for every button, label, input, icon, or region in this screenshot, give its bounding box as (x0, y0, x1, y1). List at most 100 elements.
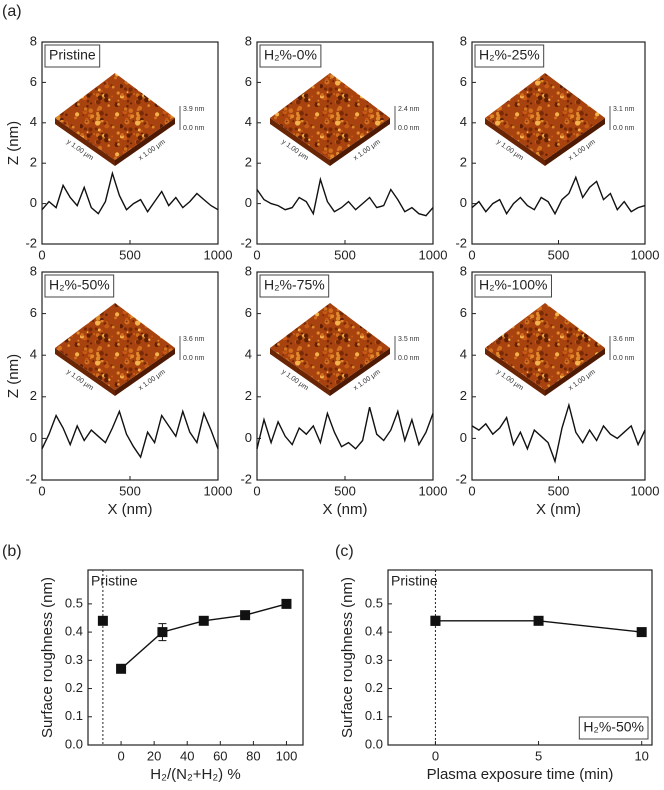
pristine-point (430, 615, 441, 626)
y-tick-label: 0.0 (65, 736, 83, 751)
afm-scale-max: 3.1 nm (613, 106, 635, 113)
y-tick-label: 4 (245, 114, 252, 129)
x-tick-label: 500 (119, 247, 141, 262)
data-point (198, 615, 209, 626)
panel-label: (c) (335, 543, 354, 560)
x-tick-label: 0 (117, 748, 124, 763)
y-tick-label: 8 (460, 33, 467, 48)
trend-line (120, 603, 287, 670)
plot-frame (87, 569, 304, 746)
y-tick-label: 0.0 (365, 736, 383, 751)
x-tick-label: 1000 (204, 247, 233, 262)
x-tick-label: 0 (432, 748, 439, 763)
y-tick-label: 8 (30, 33, 37, 48)
x-tick-label: 500 (119, 483, 141, 498)
x-tick-label: 80 (246, 748, 260, 763)
label-box-text: H₂%-100% (479, 277, 547, 293)
data-point (636, 627, 647, 638)
y-tick-label: 2 (460, 388, 467, 403)
afm-scale-max: 3.6 nm (613, 336, 635, 343)
afm-scale-min: 0.0 nm (613, 125, 635, 132)
afm-scale-max: 3.6 nm (183, 336, 205, 343)
annotation: Pristine (391, 573, 438, 589)
x-tick-label: 500 (548, 247, 570, 262)
y-tick-label: 0.2 (365, 680, 383, 695)
x-tick-label: 0 (468, 247, 475, 262)
afm-side (115, 348, 175, 396)
label-box-text: H₂%-50% (583, 719, 644, 735)
afm-image (270, 73, 390, 160)
y-tick-label: -2 (240, 471, 252, 486)
profile-line (471, 175, 646, 216)
x-tick-label: 1000 (419, 483, 448, 498)
y-tick-label: 4 (30, 347, 37, 362)
x-axis-label: Plasma exposure time (min) (427, 766, 614, 783)
y-tick-label: 0 (245, 430, 252, 445)
x-tick-label: 100 (276, 748, 298, 763)
x-tick-label: 1000 (631, 247, 660, 262)
x-tick-label: 500 (548, 483, 570, 498)
y-tick-label: 0.2 (65, 680, 83, 695)
afm-side (330, 118, 390, 166)
afm-scale-min: 0.0 nm (613, 355, 635, 362)
y-tick-label: 2 (245, 155, 252, 170)
y-axis-label: Z (nm) (5, 354, 22, 398)
label-box-text: H₂%-0% (264, 47, 317, 63)
y-tick-label: 8 (245, 33, 252, 48)
y-tick-label: 0.3 (365, 652, 383, 667)
afm-side (485, 118, 545, 166)
afm-side (545, 118, 605, 166)
y-tick-label: 0.5 (65, 595, 83, 610)
y-tick-label: 6 (460, 305, 467, 320)
data-point (281, 598, 292, 609)
y-tick-label: 8 (245, 263, 252, 278)
afm-image (55, 73, 175, 160)
afm-scale-max: 3.9 nm (183, 106, 205, 113)
x-tick-label: 40 (180, 748, 194, 763)
y-tick-label: 8 (460, 263, 467, 278)
afm-side (55, 348, 115, 396)
annotation: Pristine (91, 573, 138, 589)
x-tick-label: 0 (468, 483, 475, 498)
y-tick-label: 0.5 (365, 595, 383, 610)
afm-side (485, 348, 545, 396)
y-tick-label: 0.4 (65, 624, 83, 639)
y-tick-label: -2 (240, 235, 252, 250)
y-tick-label: 8 (30, 263, 37, 278)
y-tick-label: 6 (30, 305, 37, 320)
label-box (44, 44, 101, 68)
afm-side (545, 348, 605, 396)
afm-side (330, 348, 390, 396)
x-tick-label: 0 (253, 247, 260, 262)
y-tick-label: -2 (455, 235, 467, 250)
y-tick-label: -2 (25, 471, 37, 486)
label-box (578, 716, 649, 740)
x-tick-label: 10 (634, 748, 648, 763)
panel-label: (a) (2, 3, 22, 20)
y-tick-label: 0.1 (365, 708, 383, 723)
y-tick-label: 6 (245, 305, 252, 320)
y-axis-label: Surface roughness (nm) (39, 577, 56, 738)
y-tick-label: 6 (460, 74, 467, 89)
profile-line (256, 407, 434, 450)
x-tick-label: 1000 (419, 247, 448, 262)
y-tick-label: 0 (245, 195, 252, 210)
x-tick-label: 0 (38, 247, 45, 262)
label-box-text: Pristine (49, 47, 96, 63)
afm-image (270, 303, 390, 390)
pristine-point (97, 615, 108, 626)
label-box (474, 274, 552, 298)
afm-image (485, 303, 605, 390)
profile-line (256, 176, 434, 217)
profile-line (41, 409, 219, 459)
afm-side (270, 118, 330, 166)
y-tick-label: 0 (460, 430, 467, 445)
y-tick-label: 2 (30, 388, 37, 403)
x-tick-label: 0 (38, 483, 45, 498)
y-axis-label: Z (nm) (5, 121, 22, 165)
data-point (116, 663, 127, 674)
y-tick-label: 0.4 (365, 624, 383, 639)
x-tick-label: 500 (334, 483, 356, 498)
label-box (259, 274, 330, 298)
